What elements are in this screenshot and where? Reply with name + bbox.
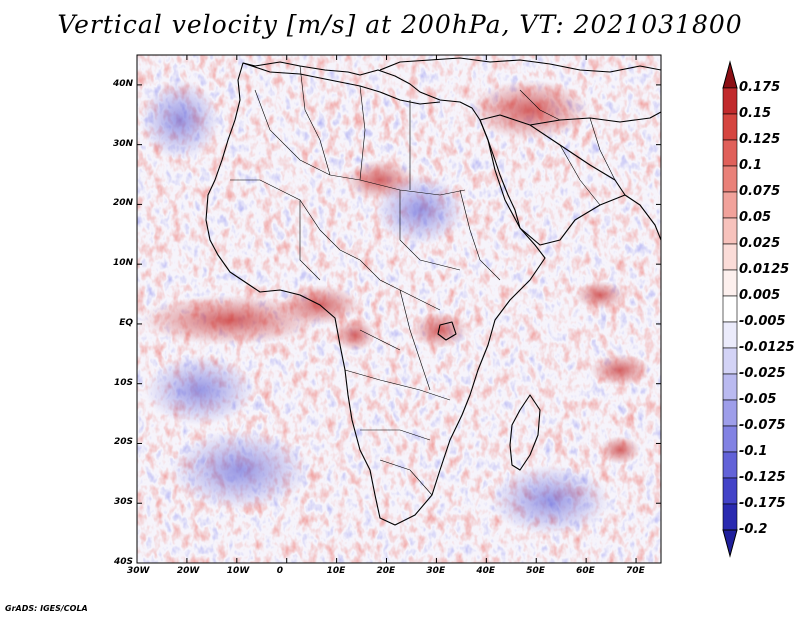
colorbar-segment — [722, 373, 738, 401]
colorbar-label: 0.0125 — [739, 262, 790, 277]
lat-tick-label: 30S — [113, 497, 133, 508]
colorbar-segment — [722, 321, 738, 349]
lon-tick-label: 10E — [326, 566, 346, 576]
colorbar-segment — [722, 139, 738, 167]
lon-tick-label: 20W — [176, 566, 200, 576]
lon-tick-label: 20E — [376, 566, 396, 576]
colorbar-label: 0.1 — [739, 158, 763, 173]
country-borders — [230, 65, 616, 496]
lake-victoria — [437, 321, 457, 341]
colorbar-label: 0.125 — [739, 132, 781, 147]
colorbar-segment — [722, 243, 738, 271]
colorbar-label: 0.05 — [739, 210, 772, 225]
colorbar-segment — [722, 269, 738, 297]
colorbar-label: 0.005 — [739, 288, 781, 303]
colorbar-label: 0.075 — [739, 184, 781, 199]
colorbar-segment — [722, 217, 738, 245]
lon-tick-label: 50E — [526, 566, 545, 576]
colorbar-label: 0.025 — [739, 236, 781, 251]
lon-tick-label: 0 — [276, 566, 283, 576]
lat-tick-label: 40N — [112, 78, 133, 89]
colorbar-label: -0.005 — [739, 314, 786, 329]
lon-tick-label: 70E — [626, 566, 645, 576]
lon-tick-label: 60E — [576, 566, 595, 576]
colorbar-label: -0.05 — [739, 392, 777, 407]
arabia-coastline — [479, 114, 626, 246]
velocity-field — [137, 55, 661, 563]
colorbar-segment — [722, 347, 738, 375]
colorbar-label: 0.15 — [739, 106, 772, 121]
colorbar-label: -0.175 — [739, 496, 786, 511]
europe-coast — [379, 57, 661, 73]
colorbar-top-arrow — [722, 60, 738, 89]
colorbar-label: -0.025 — [739, 366, 786, 381]
iran-coast — [529, 111, 661, 126]
lat-tick-label: 10N — [112, 258, 133, 269]
lat-tick-label: 20S — [113, 437, 133, 448]
colorbar — [722, 60, 738, 558]
lat-tick-label: 20N — [112, 198, 133, 209]
colorbar-label: 0.175 — [739, 80, 781, 95]
colorbar-segment — [722, 87, 738, 115]
colorbar-label: -0.0125 — [739, 340, 795, 355]
lon-tick-label: 40E — [476, 566, 496, 576]
colorbar-label: -0.075 — [739, 418, 786, 433]
lat-tick-label: 40S — [113, 557, 133, 567]
colorbar-segment — [722, 399, 738, 427]
lon-tick-label: 30W — [127, 566, 150, 576]
lat-tick-label: EQ — [119, 317, 133, 328]
colorbar-segment — [722, 451, 738, 479]
colorbar-segment — [722, 477, 738, 505]
colorbar-segment — [722, 191, 738, 219]
africa-coastline — [205, 61, 546, 526]
colorbar-label: -0.125 — [739, 470, 786, 485]
lon-tick-label: 10W — [226, 566, 250, 576]
plot-frame — [136, 54, 662, 564]
colorbar-bottom-arrow — [722, 529, 738, 558]
colorbar-segment — [722, 165, 738, 193]
colorbar-segment — [722, 425, 738, 453]
credit-text: GrADS: IGES/COLA — [5, 604, 88, 613]
axis-ticks — [136, 55, 661, 564]
map-title: Vertical velocity [m/s] at 200hPa, VT: 2… — [57, 10, 743, 39]
lon-tick-label: 30E — [426, 566, 446, 576]
colorbar-segment — [722, 113, 738, 141]
lat-tick-label: 30N — [112, 138, 133, 149]
colorbar-label: -0.1 — [739, 444, 768, 459]
madagascar-coastline — [509, 394, 541, 471]
lat-tick-label: 10S — [113, 377, 133, 388]
colorbar-segment — [722, 503, 738, 531]
colorbar-label: -0.2 — [739, 522, 768, 537]
colorbar-segment — [722, 295, 738, 323]
india-coast — [624, 194, 661, 241]
